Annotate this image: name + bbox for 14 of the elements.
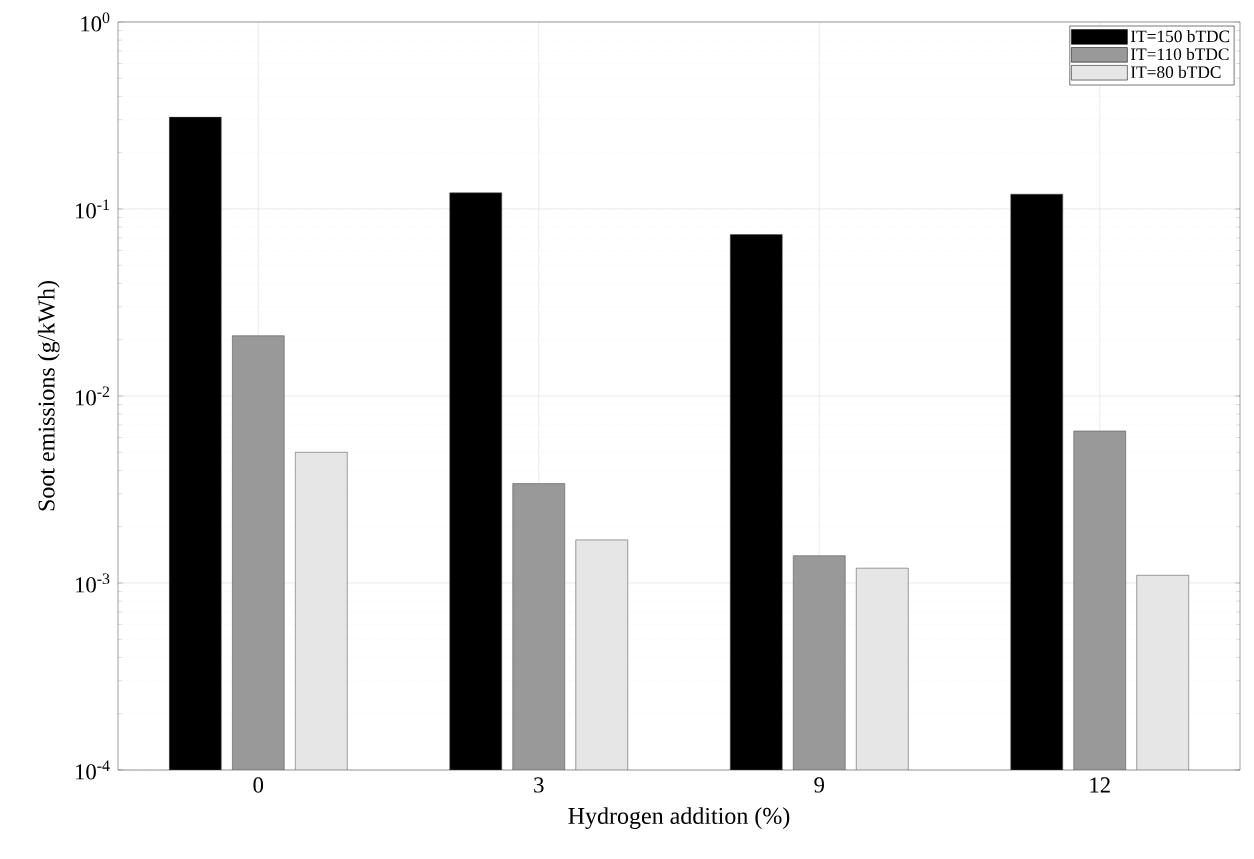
y-tick-label: 10$^{-3}$ <box>76 573 110 593</box>
legend-label: IT=110 bTDC <box>1130 47 1229 61</box>
y-tick-label: 10$^{-2}$ <box>76 386 110 406</box>
x-tick-label: 3 <box>534 777 544 793</box>
x-axis-title: Hydrogen addition (%) <box>568 807 790 829</box>
y-axis-title: Soot emissions (g/kWh) <box>37 281 60 511</box>
x-tick-label: 12 <box>1090 777 1110 793</box>
x-tick-label: 9 <box>814 777 824 793</box>
legend-label: IT=80 bTDC <box>1130 65 1221 78</box>
x-tick-label: 0 <box>253 777 264 793</box>
y-tick-label: 10$^{0}$ <box>81 12 110 32</box>
y-tick-label: 10$^{-1}$ <box>76 199 110 219</box>
y-tick-label: 10$^{-4}$ <box>76 760 110 780</box>
legend-label: IT=150 bTDC <box>1130 30 1230 43</box>
